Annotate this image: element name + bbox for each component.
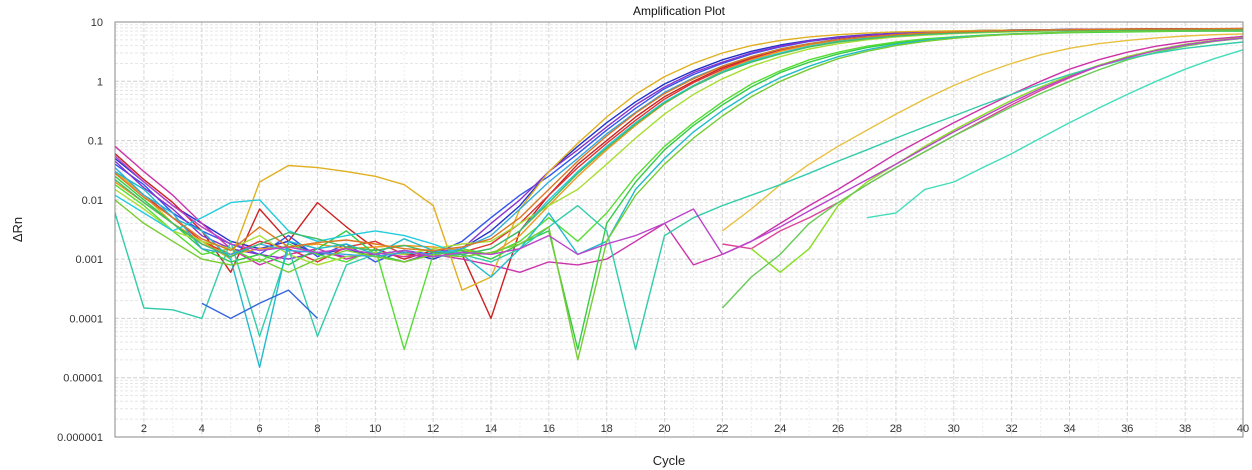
series-line-20 [201, 289, 318, 320]
series-line-1 [114, 28, 1243, 260]
y-axis-ticks: 10 1 0.1 0.01 0.001 0.0001 0.00001 0.000001 [57, 17, 103, 444]
x-tick-label: 18 [601, 423, 613, 435]
y-tick-label: 0.01 [82, 195, 103, 207]
x-tick-label: 10 [369, 423, 381, 435]
series-line-15 [114, 29, 1244, 266]
series-line-10 [114, 28, 1244, 256]
series-line-23 [114, 28, 1244, 258]
series-line-19 [114, 28, 1244, 258]
chart-title: Amplification Plot [633, 4, 726, 18]
series-line-17 [866, 49, 1244, 219]
x-tick-label: 36 [1121, 423, 1133, 435]
x-tick-label: 20 [658, 423, 670, 435]
y-tick-label: 0.001 [75, 254, 103, 266]
x-tick-label: 6 [257, 423, 263, 435]
x-tick-label: 8 [314, 423, 320, 435]
y-axis-title: ΔRn [10, 217, 25, 242]
y-tick-label: 10 [91, 17, 103, 29]
major-grid [115, 21, 1244, 438]
y-tick-label: 0.0001 [69, 313, 103, 325]
x-tick-label: 2 [141, 423, 147, 435]
series-line-24 [114, 37, 1244, 258]
x-tick-label: 28 [890, 423, 902, 435]
y-tick-label: 1 [97, 76, 103, 88]
x-tick-label: 34 [1063, 423, 1075, 435]
y-tick-label: 0.00001 [63, 373, 103, 385]
series-line-21 [114, 28, 1243, 256]
series-line-3 [114, 27, 1244, 320]
x-tick-label: 26 [832, 423, 844, 435]
x-tick-label: 38 [1179, 423, 1191, 435]
series-line-25 [114, 28, 1243, 252]
x-tick-label: 14 [485, 423, 497, 435]
x-tick-label: 30 [948, 423, 960, 435]
y-tick-label: 0.1 [88, 136, 103, 148]
x-tick-label: 22 [716, 423, 728, 435]
x-tick-label: 32 [1005, 423, 1017, 435]
x-axis-title: Cycle [653, 453, 686, 468]
series-line-12 [114, 30, 1243, 351]
plot-frame [114, 21, 1244, 438]
x-tick-label: 12 [427, 423, 439, 435]
x-tick-label: 40 [1237, 423, 1249, 435]
series-line-22 [114, 29, 1244, 361]
x-tick-label: 4 [199, 423, 205, 435]
x-tick-label: 16 [543, 423, 555, 435]
series-line-14 [721, 37, 1244, 309]
series-line-9 [721, 33, 1244, 232]
series-layer [114, 27, 1244, 368]
series-line-16 [114, 41, 1244, 351]
minor-grid [114, 22, 1243, 437]
x-tick-label: 24 [774, 423, 786, 435]
x-axis-ticks: 2 4 6 8 10 12 14 16 18 20 22 24 26 28 30 32 34 36 38 40 [141, 423, 1249, 435]
y-tick-label: 0.000001 [57, 432, 103, 444]
